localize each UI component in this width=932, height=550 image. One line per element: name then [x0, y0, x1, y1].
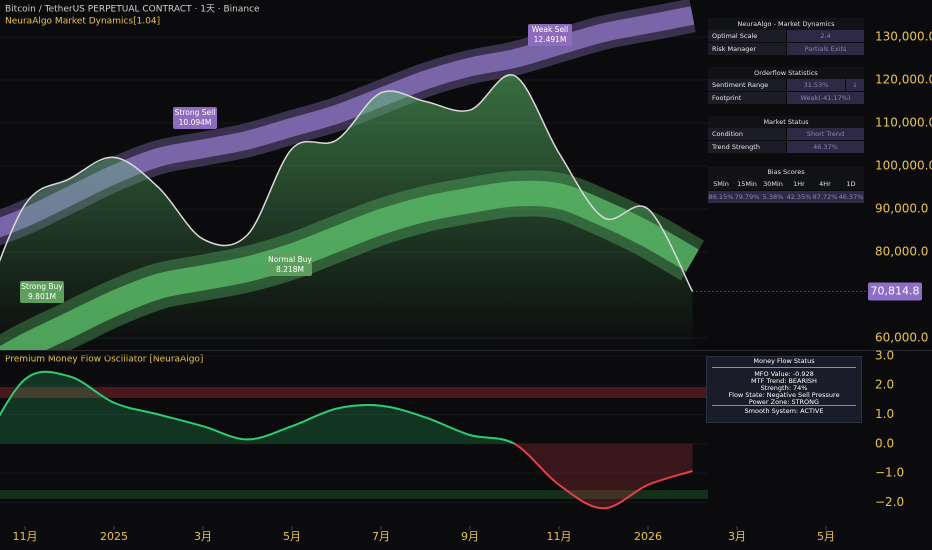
x-tick-label: 11月	[13, 530, 38, 543]
row-label: Risk Manager	[708, 43, 786, 55]
x-tick-label: 5月	[283, 530, 301, 543]
y-tick-label: 3.0	[875, 348, 894, 362]
bias-score: 5.38%	[760, 191, 786, 203]
y-tick-label: 0.0	[875, 436, 894, 450]
row-label: Sentiment Range	[708, 79, 786, 91]
positive-area	[0, 371, 693, 444]
last-price-box	[868, 282, 922, 301]
status-line: MTF Trend: BEARISH	[751, 378, 817, 385]
x-tick-label: 2026	[634, 530, 662, 543]
y-tick-label: −2.0	[875, 495, 904, 509]
bias-score: 79.79%	[734, 191, 760, 203]
signal-label: Normal Buy	[268, 255, 312, 264]
y-tick-label: 110,000.0	[875, 115, 932, 129]
timeframe: 5Min	[708, 178, 734, 190]
signal-box	[528, 24, 572, 46]
signal-volume: 10.094M	[179, 118, 212, 127]
bias-score: 46.37%	[838, 191, 864, 203]
signal-volume: 12.491M	[534, 35, 567, 44]
signal-volume: 9.801M	[28, 292, 56, 301]
panel-title: Money Flow Status	[753, 357, 815, 365]
y-tick-label: 2.0	[875, 378, 894, 392]
panel-title: Bias Scores	[708, 166, 864, 178]
x-tick-label: 11月	[547, 530, 572, 543]
signal-volume: 8.218M	[276, 265, 304, 274]
y-tick-label: 80,000.0	[875, 244, 928, 258]
signal-label: Strong Buy	[21, 282, 63, 291]
symbol-title: Bitcoin / TetherUS PERPETUAL CONTRACT · …	[5, 5, 260, 15]
last-price-label: 70,814.8	[871, 284, 920, 297]
lower-zone	[0, 490, 708, 499]
timeframe: 1D	[838, 178, 864, 190]
x-tick-label: 9月	[461, 530, 479, 543]
positive-line	[0, 370, 517, 444]
signal-box	[173, 107, 217, 129]
x-tick-label: 3月	[194, 530, 212, 543]
y-tick-label: 130,000.0	[875, 29, 932, 43]
x-tick-label: 3月	[728, 530, 746, 543]
status-footer: Smooth System: ACTIVE	[744, 407, 824, 415]
bias-score: 42.35%	[786, 191, 812, 203]
indicator-title: NeuraAlgo Market Dynamics[1.04]	[5, 17, 160, 27]
status-line: Strength: 74%	[760, 385, 808, 392]
row-label: Footprint	[708, 92, 786, 104]
price-line	[0, 74, 694, 292]
status-line: Flow State: Negative Sell Pressure	[728, 392, 840, 399]
row-value: 31.53%	[787, 79, 845, 91]
signal-label: Strong Sell	[175, 108, 216, 117]
timeframe: 4Hr	[812, 178, 838, 190]
timeframe: 1Hr	[786, 178, 812, 190]
panel-title: Market Status	[708, 116, 864, 128]
price-area	[0, 74, 693, 350]
oscillator-title: Premium Money Flow Oscillator [NeuraAlgo…	[5, 355, 203, 365]
panel-title: NeuraAlgo - Market Dynamics	[708, 18, 864, 30]
y-tick-label: 60,000.0	[875, 330, 928, 344]
panel-title: Orderflow Statistics	[708, 67, 864, 79]
oscillator-pane	[0, 355, 708, 510]
row-label: Optimal Scale	[708, 30, 786, 42]
y-tick-label: 120,000.0	[875, 72, 932, 86]
upper-zone	[0, 387, 708, 398]
status-line: Power Zone: STRONG	[748, 399, 820, 406]
y-tick-label: −1.0	[875, 466, 904, 480]
timeframe: 30Min	[760, 178, 786, 190]
timeframe: 15Min	[734, 178, 760, 190]
status-line: MFO Value: -0.928	[754, 371, 814, 378]
row-value: 2.4	[787, 30, 864, 42]
signal-label: Weak Sell	[532, 25, 568, 34]
separator	[712, 367, 856, 368]
signal-box	[268, 254, 312, 276]
row-value: 46.37%	[787, 141, 864, 153]
negative-line	[512, 443, 693, 510]
bias-score: 87.72%	[812, 191, 838, 203]
row-arrow: ↓	[846, 79, 864, 91]
x-tick-label: 7月	[372, 530, 390, 543]
signal-box	[20, 281, 64, 303]
y-tick-label: 90,000.0	[875, 201, 928, 215]
y-tick-label: 100,000.0	[875, 158, 932, 172]
row-label: Trend Strength	[708, 141, 786, 153]
row-value: Weak(-41.17%)	[787, 92, 864, 104]
row-value: Short Trend	[787, 128, 864, 140]
negative-part	[512, 443, 693, 510]
x-tick-label: 2025	[100, 530, 128, 543]
row-value: Partials Exits	[787, 43, 864, 55]
y-tick-label: 1.0	[875, 407, 894, 421]
negative-area	[514, 443, 693, 509]
separator	[712, 405, 856, 406]
positive-part	[0, 370, 693, 444]
row-label: Condition	[708, 128, 786, 140]
x-tick-label: 5月	[817, 530, 835, 543]
bias-score: 86.15%	[708, 191, 734, 203]
